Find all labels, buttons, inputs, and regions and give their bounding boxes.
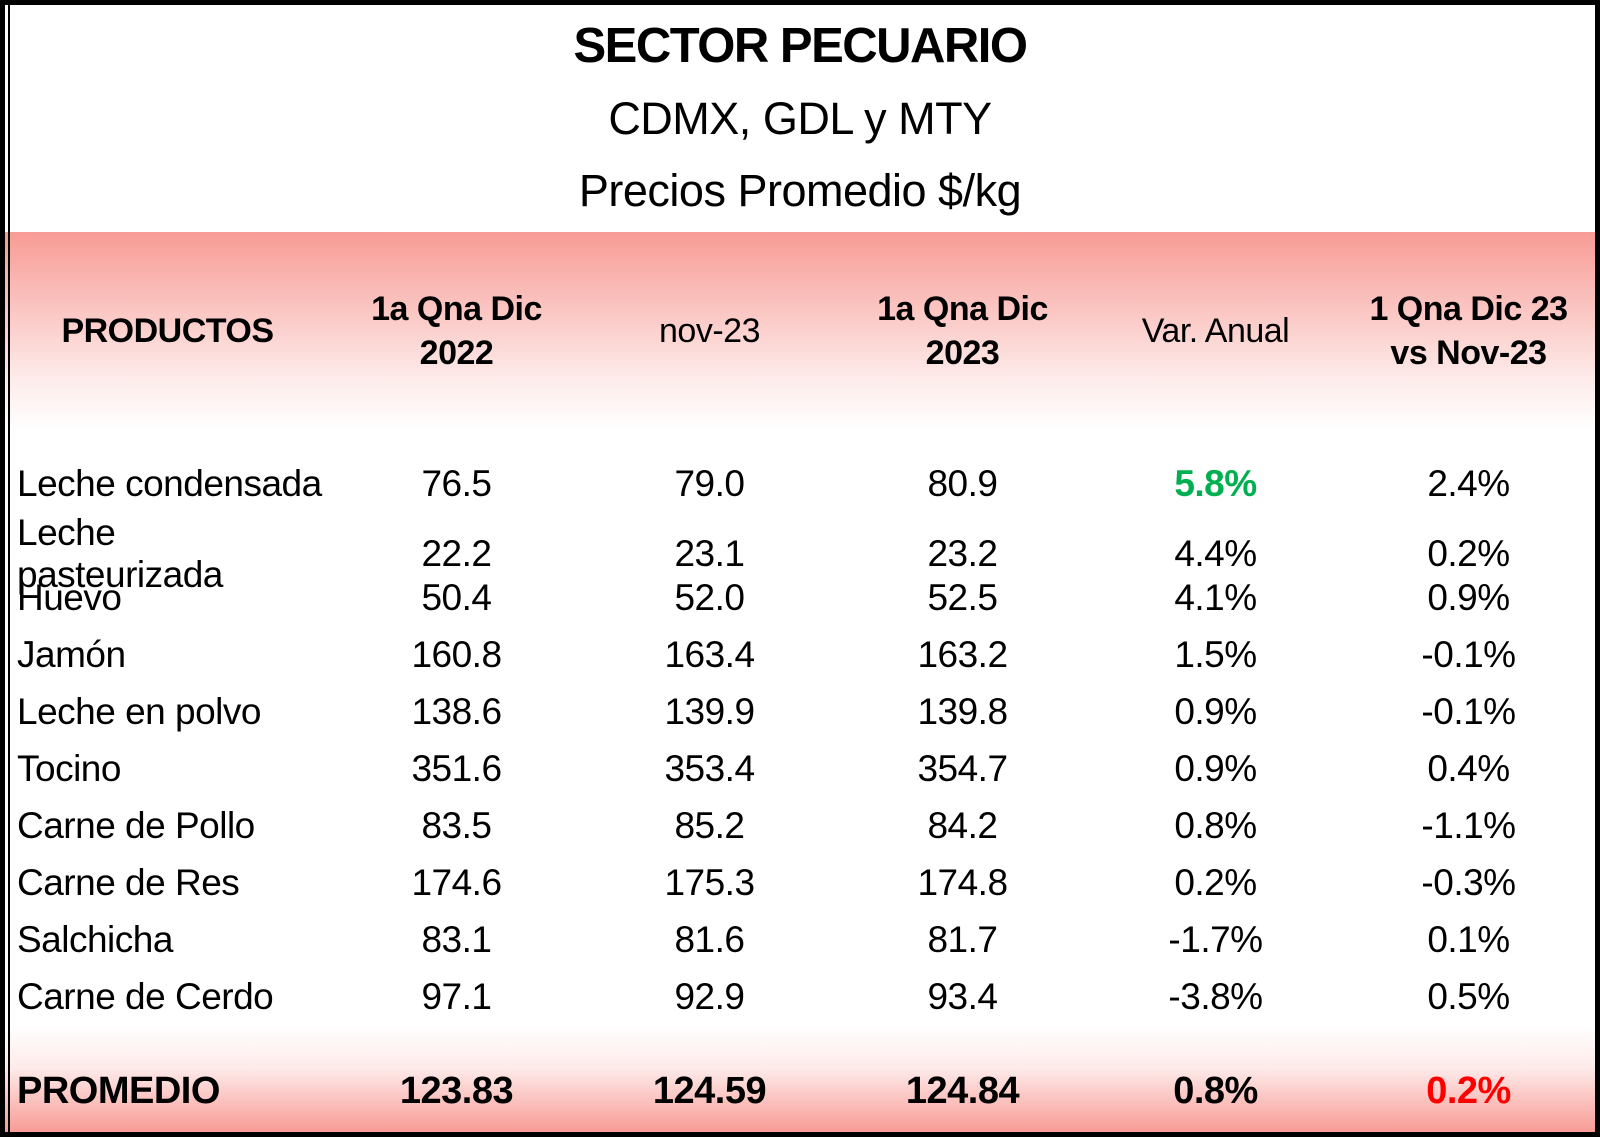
col-header-1-qna-dic-23-vs-nov-23: 1 Qna Dic 23 vs Nov-23 xyxy=(1369,290,1568,372)
var-qna-vs-nov-cell: 0.9% xyxy=(1427,576,1510,618)
price-1a-qna-dic-2022-cell: 351.6 xyxy=(411,747,502,789)
footer-var-qna-vs-nov: 0.2% xyxy=(1426,1070,1511,1112)
footer-price-1a-qna-dic-2022: 123.83 xyxy=(399,1070,514,1112)
price-1a-qna-dic-2022-cell: 97.1 xyxy=(421,975,492,1017)
price-1a-qna-dic-2022-cell: 50.4 xyxy=(421,576,492,618)
footer-price-1a-qna-dic-2023: 124.84 xyxy=(905,1070,1020,1112)
table-footer-row: PROMEDIO 123.83 124.59 124.84 0.8% 0.2% xyxy=(5,1025,1595,1132)
var-anual-cell: 0.8% xyxy=(1174,804,1257,846)
var-qna-vs-nov-cell: 2.4% xyxy=(1427,462,1510,504)
price-1a-qna-dic-2022-cell: 174.6 xyxy=(411,861,502,903)
var-anual-cell: 5.8% xyxy=(1174,462,1257,504)
var-anual-cell: 1.5% xyxy=(1174,633,1257,675)
table-body: Leche condensada 76.5 79.0 80.9 5.8% 2.4… xyxy=(5,455,1595,1025)
col-header-productos: PRODUCTOS xyxy=(61,312,274,350)
var-qna-vs-nov-cell: 0.4% xyxy=(1427,747,1510,789)
price-1a-qna-dic-2023-cell: 174.8 xyxy=(917,861,1008,903)
price-1a-qna-dic-2023-cell: 84.2 xyxy=(927,804,998,846)
price-1a-qna-dic-2023-cell: 52.5 xyxy=(927,576,998,618)
price-1a-qna-dic-2023-cell: 93.4 xyxy=(927,975,998,1017)
table-row: Leche condensada 76.5 79.0 80.9 5.8% 2.4… xyxy=(5,455,1595,512)
price-nov-23-cell: 79.0 xyxy=(674,462,745,504)
price-nov-23-cell: 85.2 xyxy=(674,804,745,846)
table-row: Leche en polvo 138.6 139.9 139.8 0.9% -0… xyxy=(5,683,1595,740)
price-nov-23-cell: 81.6 xyxy=(674,918,745,960)
var-qna-vs-nov-cell: -0.1% xyxy=(1421,633,1516,675)
product-name-cell: Leche condensada xyxy=(17,462,322,504)
table-row: Carne de Cerdo 97.1 92.9 93.4 -3.8% 0.5% xyxy=(5,968,1595,1025)
price-1a-qna-dic-2022-cell: 83.5 xyxy=(421,804,492,846)
col-header-var-anual: Var. Anual xyxy=(1141,312,1290,350)
header-body-gap xyxy=(5,430,1595,455)
var-qna-vs-nov-cell: -0.1% xyxy=(1421,690,1516,732)
price-1a-qna-dic-2022-cell: 160.8 xyxy=(411,633,502,675)
price-nov-23-cell: 353.4 xyxy=(664,747,755,789)
footer-label: PROMEDIO xyxy=(17,1070,220,1112)
var-anual-cell: -1.7% xyxy=(1168,918,1263,960)
price-nov-23-cell: 163.4 xyxy=(664,633,755,675)
price-1a-qna-dic-2023-cell: 354.7 xyxy=(917,747,1008,789)
var-anual-cell: 0.9% xyxy=(1174,747,1257,789)
product-name-cell: Jamón xyxy=(17,633,126,675)
price-1a-qna-dic-2023-cell: 81.7 xyxy=(927,918,998,960)
table-row: Jamón 160.8 163.4 163.2 1.5% -0.1% xyxy=(5,626,1595,683)
left-inner-border-line xyxy=(8,5,10,1132)
title-block: SECTOR PECUARIO CDMX, GDL y MTY Precios … xyxy=(5,5,1595,232)
report-subtitle-cities: CDMX, GDL y MTY xyxy=(608,93,992,144)
table-header-row: PRODUCTOS 1a Qna Dic 2022 nov-23 1a Qna … xyxy=(5,232,1595,430)
price-nov-23-cell: 175.3 xyxy=(664,861,755,903)
var-qna-vs-nov-cell: 0.5% xyxy=(1427,975,1510,1017)
price-1a-qna-dic-2022-cell: 22.2 xyxy=(421,533,492,574)
price-1a-qna-dic-2022-cell: 76.5 xyxy=(421,462,492,504)
var-qna-vs-nov-cell: -0.3% xyxy=(1421,861,1516,903)
var-qna-vs-nov-cell: 0.1% xyxy=(1427,918,1510,960)
price-1a-qna-dic-2023-cell: 139.8 xyxy=(917,690,1008,732)
product-name-cell: Leche pasteurizada xyxy=(17,512,223,595)
product-name-cell: Carne de Pollo xyxy=(17,804,255,846)
price-nov-23-cell: 52.0 xyxy=(674,576,745,618)
table-row: Tocino 351.6 353.4 354.7 0.9% 0.4% xyxy=(5,740,1595,797)
col-header-1a-qna-dic-2023: 1a Qna Dic 2023 xyxy=(877,290,1048,372)
var-anual-cell: -3.8% xyxy=(1168,975,1263,1017)
price-nov-23-cell: 23.1 xyxy=(674,533,745,574)
report-subtitle-units: Precios Promedio $/kg xyxy=(578,165,1022,216)
price-1a-qna-dic-2022-cell: 138.6 xyxy=(411,690,502,732)
price-nov-23-cell: 92.9 xyxy=(674,975,745,1017)
var-qna-vs-nov-cell: 0.2% xyxy=(1427,533,1510,574)
product-name-cell: Carne de Res xyxy=(17,861,240,903)
price-1a-qna-dic-2022-cell: 83.1 xyxy=(421,918,492,960)
table-row: Leche pasteurizada 22.2 23.1 23.2 4.4% 0… xyxy=(5,512,1595,595)
var-anual-cell: 0.9% xyxy=(1174,690,1257,732)
product-name-cell: Huevo xyxy=(17,576,122,618)
report-title: SECTOR PECUARIO xyxy=(573,19,1028,73)
product-name-cell: Leche en polvo xyxy=(17,690,261,732)
product-name-cell: Salchicha xyxy=(17,918,173,960)
price-nov-23-cell: 139.9 xyxy=(664,690,755,732)
var-anual-cell: 4.4% xyxy=(1174,533,1257,574)
table-row: Carne de Res 174.6 175.3 174.8 0.2% -0.3… xyxy=(5,854,1595,911)
var-qna-vs-nov-cell: -1.1% xyxy=(1421,804,1516,846)
product-name-cell: Carne de Cerdo xyxy=(17,975,274,1017)
price-1a-qna-dic-2023-cell: 163.2 xyxy=(917,633,1008,675)
table-row: Salchicha 83.1 81.6 81.7 -1.7% 0.1% xyxy=(5,911,1595,968)
product-name-cell: Tocino xyxy=(17,747,121,789)
var-anual-cell: 4.1% xyxy=(1174,576,1257,618)
table-row: Huevo 50.4 52.0 52.5 4.1% 0.9% xyxy=(5,569,1595,626)
table-row: Carne de Pollo 83.5 85.2 84.2 0.8% -1.1% xyxy=(5,797,1595,854)
var-anual-cell: 0.2% xyxy=(1174,861,1257,903)
footer-price-nov-23: 124.59 xyxy=(652,1070,767,1112)
col-header-nov-23: nov-23 xyxy=(659,312,760,350)
footer-var-anual: 0.8% xyxy=(1173,1070,1258,1112)
col-header-1a-qna-dic-2022: 1a Qna Dic 2022 xyxy=(371,290,542,372)
price-1a-qna-dic-2023-cell: 23.2 xyxy=(927,533,998,574)
price-1a-qna-dic-2023-cell: 80.9 xyxy=(927,462,998,504)
